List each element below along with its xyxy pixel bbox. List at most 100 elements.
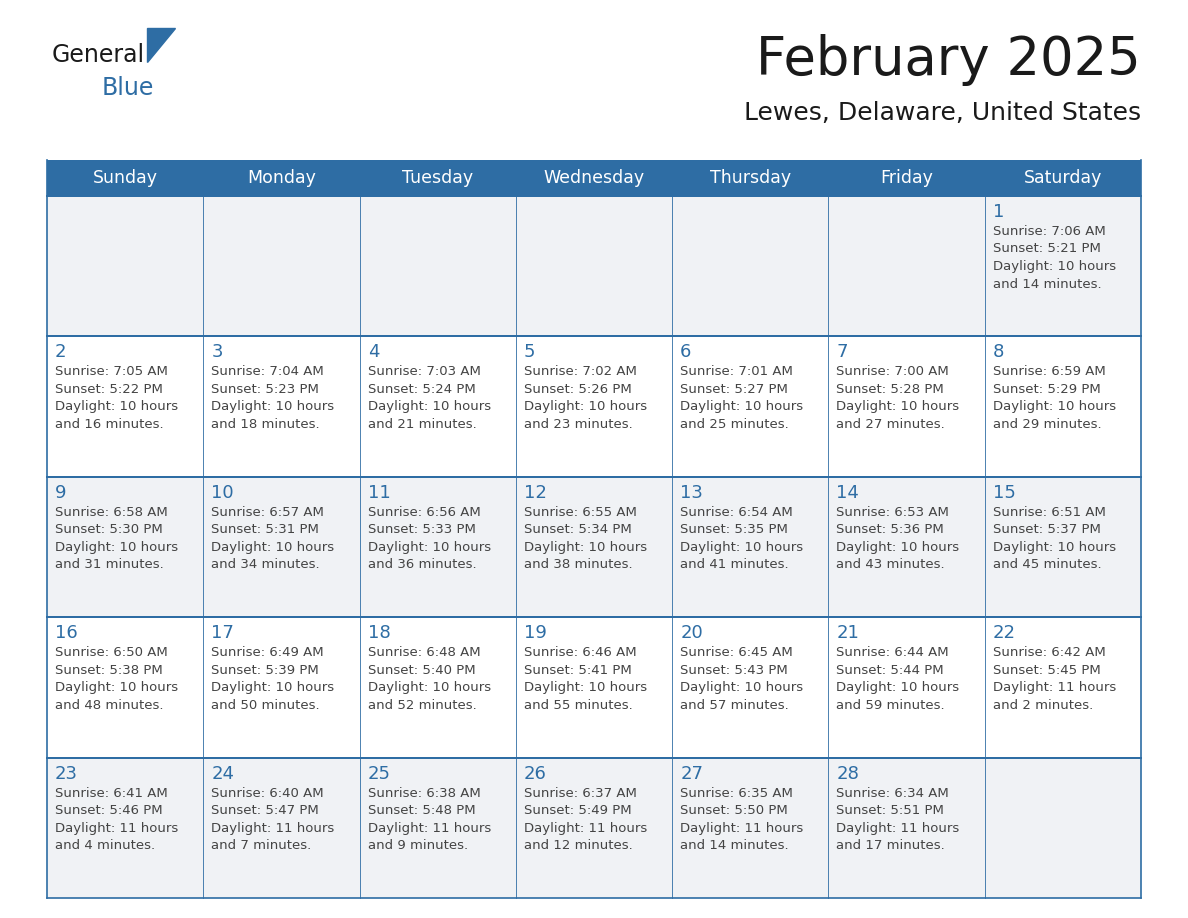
Text: Sunrise: 6:50 AM: Sunrise: 6:50 AM [55,646,168,659]
Text: Daylight: 10 hours: Daylight: 10 hours [836,541,960,554]
Text: and 57 minutes.: and 57 minutes. [681,699,789,711]
Text: Daylight: 11 hours: Daylight: 11 hours [55,822,178,834]
Text: and 31 minutes.: and 31 minutes. [55,558,164,571]
Bar [672,196,828,336]
Text: and 29 minutes.: and 29 minutes. [993,418,1101,431]
Text: 6: 6 [681,343,691,362]
Text: Daylight: 11 hours: Daylight: 11 hours [211,822,335,834]
Text: Sunset: 5:44 PM: Sunset: 5:44 PM [836,664,944,677]
Text: Daylight: 10 hours: Daylight: 10 hours [524,541,647,554]
Text: Sunset: 5:33 PM: Sunset: 5:33 PM [367,523,475,536]
Text: Daylight: 11 hours: Daylight: 11 hours [836,822,960,834]
Text: 21: 21 [836,624,859,643]
Text: and 38 minutes.: and 38 minutes. [524,558,632,571]
Bar [672,617,828,757]
Bar [672,476,828,617]
Text: 4: 4 [367,343,379,362]
Text: Daylight: 10 hours: Daylight: 10 hours [993,400,1116,413]
Text: Sunrise: 6:58 AM: Sunrise: 6:58 AM [55,506,168,519]
Text: and 16 minutes.: and 16 minutes. [55,418,164,431]
Text: Sunset: 5:26 PM: Sunset: 5:26 PM [524,383,632,396]
Text: 28: 28 [836,765,859,783]
Bar [516,196,672,336]
Text: Daylight: 10 hours: Daylight: 10 hours [681,400,803,413]
Text: Daylight: 10 hours: Daylight: 10 hours [367,681,491,694]
Text: 26: 26 [524,765,546,783]
Bar [828,476,985,617]
Text: and 12 minutes.: and 12 minutes. [524,839,632,852]
Bar [203,476,360,617]
Text: Daylight: 11 hours: Daylight: 11 hours [524,822,647,834]
Bar [203,757,360,898]
Text: Daylight: 10 hours: Daylight: 10 hours [55,681,178,694]
Bar [672,757,828,898]
Text: Sunset: 5:50 PM: Sunset: 5:50 PM [681,804,788,817]
Bar [516,757,672,898]
Text: Sunset: 5:24 PM: Sunset: 5:24 PM [367,383,475,396]
Text: Sunset: 5:21 PM: Sunset: 5:21 PM [993,242,1100,255]
Text: Sunset: 5:30 PM: Sunset: 5:30 PM [55,523,163,536]
Text: Sunrise: 7:04 AM: Sunrise: 7:04 AM [211,365,324,378]
Text: 2: 2 [55,343,67,362]
Text: 14: 14 [836,484,859,502]
Text: Daylight: 10 hours: Daylight: 10 hours [211,681,334,694]
Text: Sunset: 5:46 PM: Sunset: 5:46 PM [55,804,163,817]
Bar [985,196,1140,336]
Text: Sunrise: 7:03 AM: Sunrise: 7:03 AM [367,365,480,378]
Bar [203,617,360,757]
Text: Sunrise: 6:49 AM: Sunrise: 6:49 AM [211,646,324,659]
Text: and 59 minutes.: and 59 minutes. [836,699,944,711]
Text: 25: 25 [367,765,391,783]
Text: General: General [52,43,145,67]
Text: and 21 minutes.: and 21 minutes. [367,418,476,431]
Text: and 50 minutes.: and 50 minutes. [211,699,320,711]
Text: Sunset: 5:51 PM: Sunset: 5:51 PM [836,804,944,817]
Bar [985,336,1140,476]
Text: 16: 16 [55,624,77,643]
Text: Sunset: 5:28 PM: Sunset: 5:28 PM [836,383,944,396]
Text: Sunset: 5:27 PM: Sunset: 5:27 PM [681,383,788,396]
Text: Sunrise: 7:01 AM: Sunrise: 7:01 AM [681,365,794,378]
Text: and 45 minutes.: and 45 minutes. [993,558,1101,571]
Text: 11: 11 [367,484,391,502]
Text: 8: 8 [993,343,1004,362]
Text: 10: 10 [211,484,234,502]
Bar [360,476,516,617]
Text: Daylight: 10 hours: Daylight: 10 hours [993,541,1116,554]
Text: Sunrise: 6:35 AM: Sunrise: 6:35 AM [681,787,794,800]
Text: Daylight: 10 hours: Daylight: 10 hours [367,541,491,554]
Text: Sunset: 5:41 PM: Sunset: 5:41 PM [524,664,632,677]
Text: Sunset: 5:36 PM: Sunset: 5:36 PM [836,523,944,536]
Text: Sunset: 5:34 PM: Sunset: 5:34 PM [524,523,632,536]
Text: Sunrise: 7:00 AM: Sunrise: 7:00 AM [836,365,949,378]
Bar [516,476,672,617]
Bar [672,336,828,476]
Text: and 41 minutes.: and 41 minutes. [681,558,789,571]
Text: Sunrise: 6:40 AM: Sunrise: 6:40 AM [211,787,324,800]
Text: Sunset: 5:38 PM: Sunset: 5:38 PM [55,664,163,677]
Text: Sunset: 5:22 PM: Sunset: 5:22 PM [55,383,163,396]
Bar [516,336,672,476]
Text: Sunrise: 7:06 AM: Sunrise: 7:06 AM [993,225,1106,238]
Text: Sunday: Sunday [93,169,158,187]
Bar [48,617,203,757]
Text: Sunrise: 6:34 AM: Sunrise: 6:34 AM [836,787,949,800]
Bar [48,160,1140,196]
Bar [985,757,1140,898]
Text: Sunrise: 6:48 AM: Sunrise: 6:48 AM [367,646,480,659]
Text: Sunrise: 7:05 AM: Sunrise: 7:05 AM [55,365,168,378]
Text: Sunrise: 6:41 AM: Sunrise: 6:41 AM [55,787,168,800]
Bar [203,336,360,476]
Bar [360,196,516,336]
Text: Daylight: 10 hours: Daylight: 10 hours [55,400,178,413]
Bar [985,476,1140,617]
Text: 9: 9 [55,484,67,502]
Bar [828,336,985,476]
Bar [828,196,985,336]
Text: Lewes, Delaware, United States: Lewes, Delaware, United States [744,101,1140,125]
Bar [360,757,516,898]
Text: February 2025: February 2025 [757,34,1140,86]
Text: 5: 5 [524,343,536,362]
Text: Sunrise: 6:57 AM: Sunrise: 6:57 AM [211,506,324,519]
Text: and 25 minutes.: and 25 minutes. [681,418,789,431]
